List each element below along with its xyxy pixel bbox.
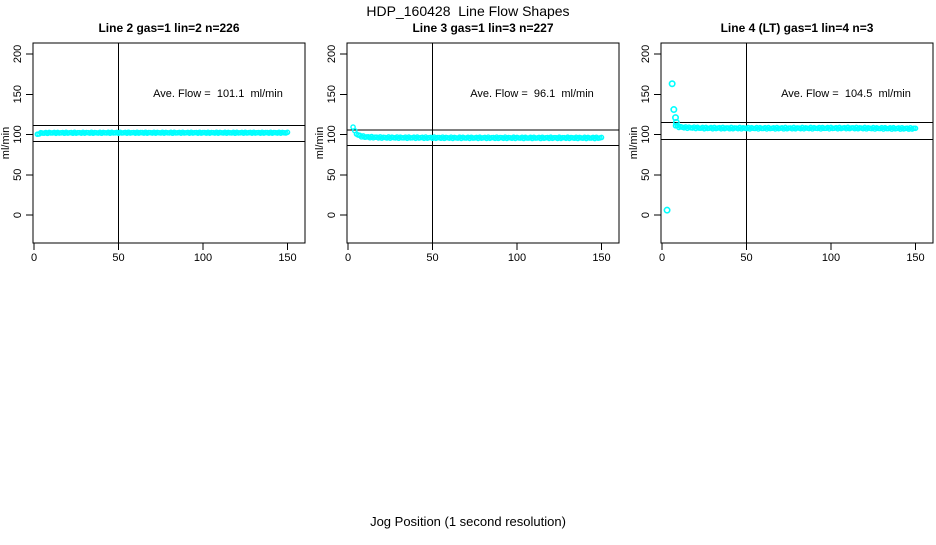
panel-3: Line 4 (LT) gas=1 lin=4 n=3 0 50 100 150 200 m… <box>628 21 934 264</box>
panels-group: Line 2 gas=1 lin=2 n=226 0 50 100 150 200 ml/m… <box>0 21 934 264</box>
x-tick-label: 0 <box>659 252 665 264</box>
panel-1: Line 2 gas=1 lin=2 n=226 0 50 100 150 200 ml/m… <box>0 21 306 264</box>
x-tick-label: 0 <box>31 252 37 264</box>
outlier-point <box>670 106 678 114</box>
x-tick-label: 50 <box>112 252 124 264</box>
x-tick-label: 150 <box>278 252 296 264</box>
y-tick-label: 150 <box>640 85 652 103</box>
y-tick-label: 200 <box>640 45 652 63</box>
plot-box <box>346 42 620 244</box>
y-tick-label: 150 <box>326 85 338 103</box>
y-tick-label: 100 <box>640 125 652 143</box>
x-axis-title: Jog Position (1 second resolution) <box>370 514 566 529</box>
data-point <box>598 134 605 141</box>
plot-box <box>660 42 934 244</box>
x-tick-label: 150 <box>906 252 924 264</box>
y-tick-label: 50 <box>326 169 338 181</box>
x-tick-label: 100 <box>822 252 840 264</box>
y-axis-label: ml/min <box>628 127 640 159</box>
ave-flow-annotation: Ave. Flow = 101.1 ml/min <box>153 88 283 100</box>
y-tick-label: 100 <box>326 125 338 143</box>
data-point <box>284 129 291 136</box>
y-tick-label: 0 <box>12 212 24 218</box>
x-tick-label: 150 <box>592 252 610 264</box>
y-tick-label: 0 <box>326 212 338 218</box>
y-tick-label: 200 <box>326 45 338 63</box>
x-tick-label: 50 <box>740 252 752 264</box>
panel-title: Line 3 gas=1 lin=3 n=227 <box>412 21 553 35</box>
outlier-point <box>672 118 680 126</box>
y-tick-label: 200 <box>12 45 24 63</box>
x-tick-label: 50 <box>426 252 438 264</box>
x-tick-label: 0 <box>345 252 351 264</box>
x-tick-label: 100 <box>194 252 212 264</box>
ave-flow-annotation: Ave. Flow = 104.5 ml/min <box>781 88 911 100</box>
outlier-point <box>663 206 671 214</box>
x-tick-label: 100 <box>508 252 526 264</box>
y-tick-label: 50 <box>640 169 652 181</box>
y-axis-label: ml/min <box>0 127 12 159</box>
y-tick-label: 150 <box>12 85 24 103</box>
outlier-point <box>668 80 676 88</box>
data-point <box>912 125 919 132</box>
y-tick-label: 0 <box>640 212 652 218</box>
y-axis-label: ml/min <box>314 127 326 159</box>
panel-title: Line 4 (LT) gas=1 lin=4 n=3 <box>721 21 874 35</box>
panel-2: Line 3 gas=1 lin=3 n=227 0 50 100 150 200 ml/m… <box>314 21 620 264</box>
figure-title: HDP_160428 Line Flow Shapes <box>366 3 569 19</box>
ave-flow-annotation: Ave. Flow = 96.1 ml/min <box>470 88 594 100</box>
panel-title: Line 2 gas=1 lin=2 n=226 <box>98 21 239 35</box>
y-tick-label: 100 <box>12 125 24 143</box>
y-tick-label: 50 <box>12 169 24 181</box>
plot-box <box>32 42 306 244</box>
